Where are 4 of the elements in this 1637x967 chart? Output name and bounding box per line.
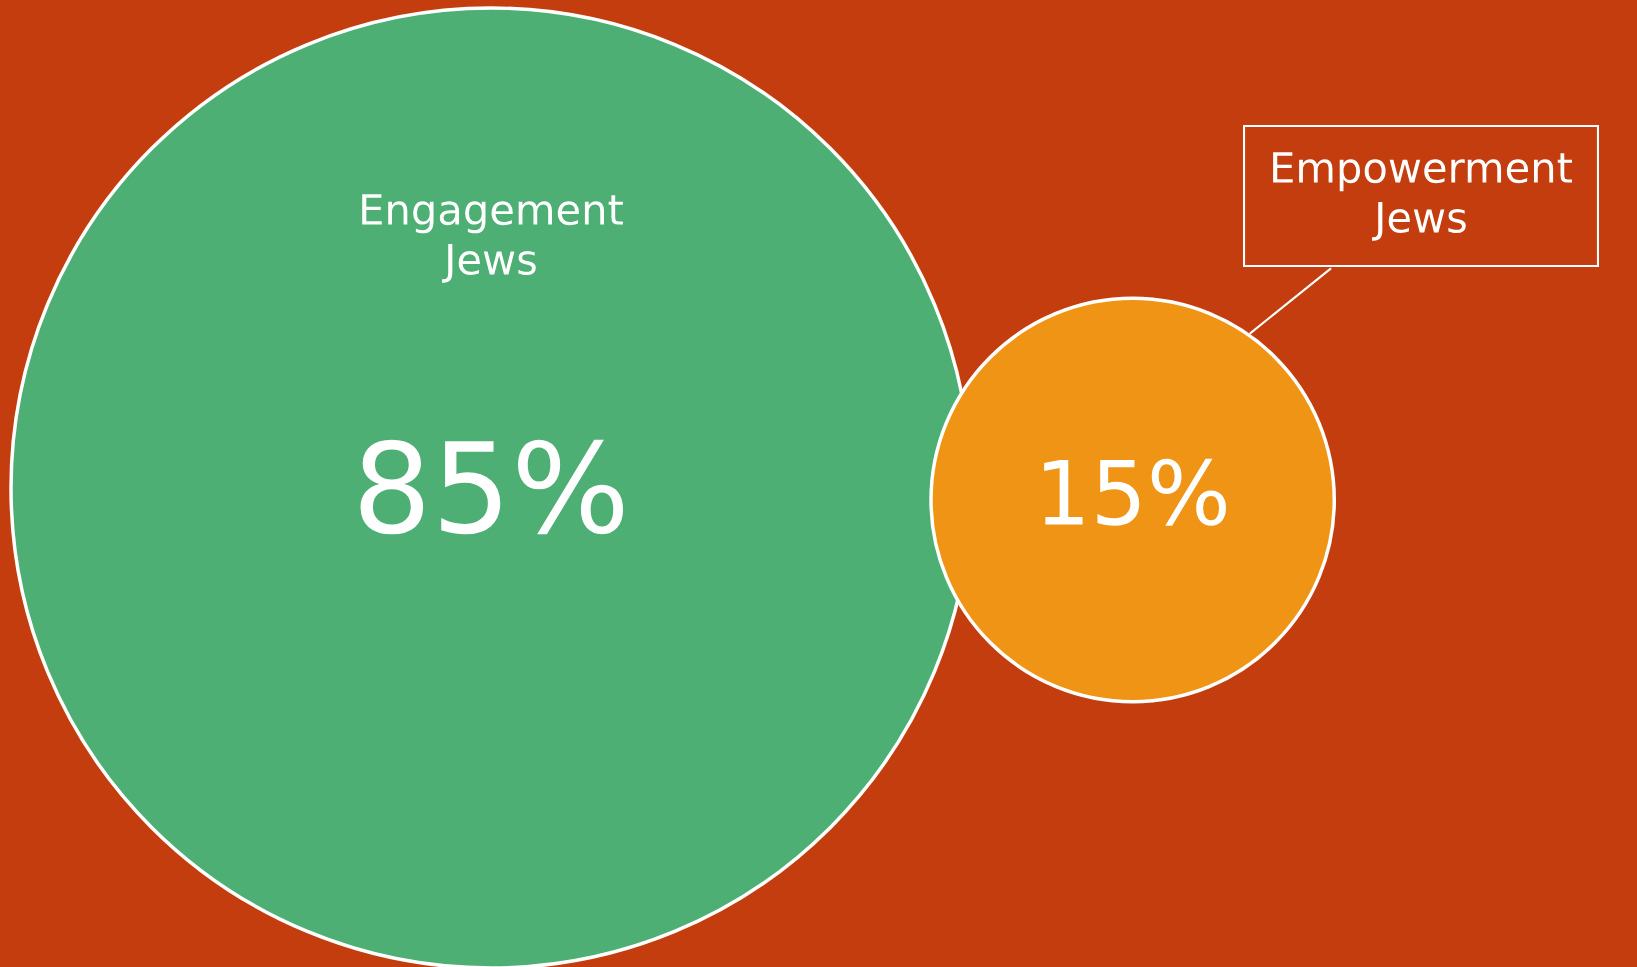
- category-label: Empowerment Jews: [1273, 152, 1572, 241]
- category-label: Engagement Jews: [362, 194, 623, 283]
- data-label: 85%: [360, 439, 624, 535]
- data-label: 15%: [1044, 458, 1226, 526]
